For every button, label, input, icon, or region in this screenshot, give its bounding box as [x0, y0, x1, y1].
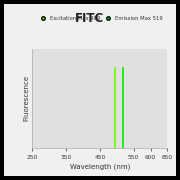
X-axis label: Wavelength (nm): Wavelength (nm): [70, 163, 130, 170]
Text: FITC: FITC: [75, 12, 105, 24]
Y-axis label: Fluorescence: Fluorescence: [24, 75, 30, 121]
Legend: Excitation Max 499, Emission Max 519: Excitation Max 499, Emission Max 519: [35, 14, 165, 23]
